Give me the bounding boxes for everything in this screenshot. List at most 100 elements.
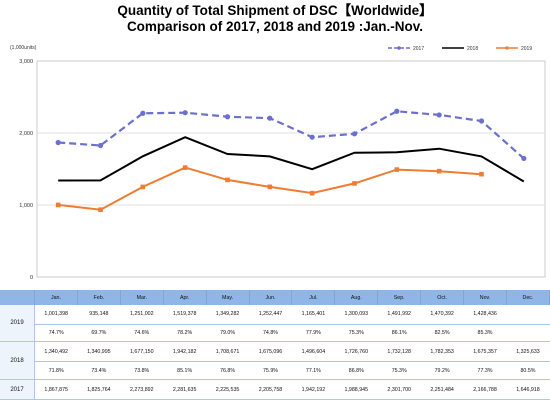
table-cell-quantity: 2,273,892	[120, 379, 164, 400]
series-layer	[55, 108, 527, 212]
table-cell-quantity: 1,251,002	[120, 305, 164, 325]
data-point-2017	[351, 131, 358, 137]
data-point-2017	[55, 139, 61, 146]
table-month-header: May.	[206, 290, 250, 305]
table-cell-quantity: 1,001,398	[34, 305, 78, 325]
table-cell-percent: 74.8%	[249, 324, 292, 343]
legend-marker	[397, 46, 401, 50]
table-cell-percent: 86.8%	[334, 361, 378, 380]
table-cell-percent: 77.1%	[291, 361, 335, 380]
data-point-2019	[436, 168, 442, 174]
data-point-2017	[309, 134, 315, 140]
chart-title: Quantity of Total Shipment of DSC【Worldw…	[117, 3, 433, 18]
data-point-2017	[436, 112, 442, 118]
table-row-pct-2018: 71.8% 73.4% 73.8% 85.1% 76.8% 75.9% 77.1% 86.8%…	[0, 361, 550, 380]
data-point-2017	[140, 110, 146, 116]
y-tick-label: 1,000	[19, 203, 33, 209]
table-cell-quantity: 1,942,182	[163, 341, 207, 363]
table-cell-quantity: 2,281,635	[163, 379, 207, 400]
table-cell-quantity: 1,165,401	[291, 305, 335, 325]
y-tick-label: 0	[30, 275, 33, 281]
table-cell-percent: 77.9%	[291, 324, 335, 343]
table-cell-quantity: 1,708,671	[206, 341, 250, 363]
data-point-2017	[97, 142, 104, 149]
plot-frame	[36, 60, 546, 278]
data-point-2019	[352, 181, 357, 186]
table-month-header: Mar.	[120, 290, 164, 305]
table-month-header: Oct.	[420, 290, 465, 305]
table-cell-quantity: 2,301,700	[377, 379, 421, 400]
table-cell-percent: 78.2%	[163, 324, 207, 343]
legend-label-2017: 2017	[413, 46, 424, 52]
data-point-2017	[267, 115, 273, 121]
table-cell-quantity: 1,726,760	[334, 341, 378, 363]
table-cell-percent	[506, 324, 550, 343]
table-month-header: Nov.	[463, 290, 507, 305]
table-month-header: Sep.	[377, 290, 422, 305]
table-row-qty-2019: 2019 1,001,398 935,148 1,251,002 1,519,378 1,…	[0, 305, 550, 343]
table-month-header: Apr.	[163, 290, 207, 305]
table-cell-percent: 71.8%	[34, 361, 78, 380]
y-unit-label: (1,000units)	[10, 45, 37, 51]
table-cell-percent: 69.7%	[77, 324, 121, 343]
table-cell-quantity: 2,205,758	[249, 379, 292, 400]
table-cell-quantity: 1,942,192	[291, 379, 335, 400]
table-cell-quantity: 1,825,764	[77, 379, 121, 400]
legend: 2017 2018 2019	[388, 46, 532, 52]
table-cell-quantity: 1,675,357	[463, 341, 507, 363]
data-point-2019	[55, 202, 61, 208]
data-point-2019	[225, 177, 230, 183]
legend-marker	[505, 46, 509, 50]
series-line-2017	[58, 110, 525, 160]
table-month-header: Jun.	[249, 290, 293, 305]
table-cell-percent: 77.3%	[463, 361, 507, 380]
table-cell-percent: 86.1%	[377, 324, 421, 343]
data-point-2017	[394, 108, 400, 114]
table-cell-quantity: 1,867,875	[34, 379, 78, 400]
table-cell-quantity: 1,252,447	[249, 305, 292, 325]
table-cell-quantity: 2,225,535	[206, 379, 250, 400]
table-cell-quantity: 1,300,093	[334, 305, 378, 325]
table-cell-quantity: 1,732,128	[377, 341, 421, 363]
table-cell-quantity: 1,496,604	[291, 341, 335, 363]
table-cell-percent: 76.8%	[206, 361, 250, 380]
table-month-header: Jan.	[34, 290, 78, 305]
table-month-header: Feb.	[77, 290, 121, 305]
table-row-qty-2018: 2018 1,340,492 1,340,995 1,677,150 1,942,182…	[0, 341, 550, 380]
table-cell-quantity: 1,988,945	[334, 379, 378, 400]
table-cell-quantity: 1,677,150	[120, 341, 164, 363]
table-cell-quantity: 1,782,353	[420, 341, 464, 363]
table-body: 2019 1,001,398 935,148 1,251,002 1,519,378 1,…	[0, 305, 550, 400]
data-table: Jan. Feb. Mar. Apr. May. Jun. Jul. Aug. Sep. Oct.…	[0, 290, 550, 400]
series-line-2018	[58, 136, 525, 183]
data-point-2019	[394, 167, 400, 172]
table-cell-percent: 74.6%	[120, 324, 164, 343]
table-cell-quantity: 1,325,633	[506, 341, 550, 363]
table-cell-percent: 85.3%	[463, 324, 507, 343]
data-point-2019	[309, 190, 315, 196]
data-point-2019	[479, 171, 484, 177]
axis-layer: 0 1,000 2,000 3,000 (1,000units)	[10, 45, 37, 281]
data-point-2019	[98, 207, 103, 212]
data-point-2017	[478, 118, 485, 124]
y-tick-label: 2,000	[19, 131, 33, 137]
table-cell-quantity: 1,428,436	[463, 305, 507, 325]
chart-subtitle: Comparison of 2017, 2018 and 2019 :Jan.-…	[126, 19, 424, 34]
table-cell-quantity: 1,491,992	[377, 305, 421, 325]
table-month-header: Jul.	[291, 290, 336, 305]
data-point-2017	[224, 114, 231, 120]
table-cell-percent: 80.5%	[506, 361, 550, 380]
table-cell-percent: 74.7%	[34, 324, 78, 343]
data-point-2019	[267, 184, 273, 190]
data-point-2019	[140, 184, 146, 190]
table-cell-quantity: 1,519,378	[163, 305, 207, 325]
table-cell-percent: 75.3%	[377, 361, 421, 380]
table-cell-quantity: 1,675,096	[249, 341, 292, 363]
table-cell-quantity	[506, 305, 550, 325]
table-cell-quantity: 1,470,392	[420, 305, 464, 325]
table-corner-header	[0, 290, 35, 305]
table-header-row: Jan. Feb. Mar. Apr. May. Jun. Jul. Aug. Sep. Oct.…	[0, 290, 550, 305]
table-cell-percent: 73.8%	[120, 361, 164, 380]
table-cell-quantity: 935,148	[77, 305, 121, 325]
